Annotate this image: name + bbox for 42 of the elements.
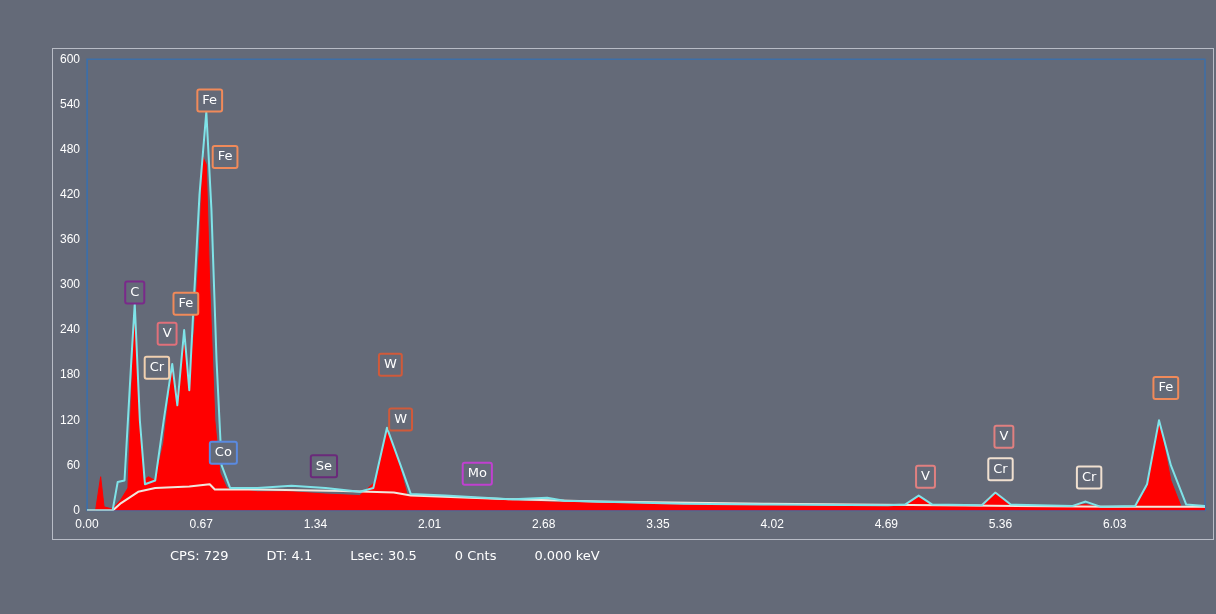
y-tick-label: 540 <box>59 96 81 111</box>
x-tick-label: 3.35 <box>646 517 670 532</box>
annotation: Co <box>214 444 232 460</box>
annotation: C <box>130 283 140 299</box>
annotation: Fe <box>178 295 194 311</box>
y-tick-label: 600 <box>59 51 81 66</box>
x-tick-label: 2.01 <box>417 517 442 532</box>
annotation: Cr <box>993 460 1009 476</box>
x-tick-label: 0.00 <box>75 517 100 532</box>
annotation: W <box>394 410 408 426</box>
y-tick-label: 180 <box>59 367 81 382</box>
annotation: Cr <box>149 359 165 375</box>
text: 0.000 keV <box>534 548 600 563</box>
annotation: Cr <box>1081 468 1097 484</box>
annotation: V <box>999 428 1009 444</box>
text: DT: 4.1 <box>266 548 313 563</box>
y-tick-label: 0 <box>73 502 81 517</box>
annotation: Fe <box>1158 379 1174 395</box>
x-tick-label: 4.02 <box>760 517 785 532</box>
x-tick-label: 0.67 <box>189 517 214 532</box>
annotation: W <box>383 356 397 372</box>
annotation: Se <box>315 457 333 473</box>
annotation: V <box>921 468 931 484</box>
x-tick-label: 2.68 <box>532 517 556 532</box>
annotation: Fe <box>217 148 233 164</box>
y-tick-label: 60 <box>66 457 81 472</box>
y-tick-label: 300 <box>59 277 81 292</box>
text: 0 Cnts <box>454 548 497 563</box>
y-tick-label: 480 <box>59 141 81 156</box>
y-tick-label: 360 <box>59 232 81 247</box>
x-tick-label: 1.34 <box>303 517 328 532</box>
y-tick-label: 240 <box>59 322 81 337</box>
y-tick-label: 120 <box>59 412 81 427</box>
x-tick-label: 4.69 <box>874 517 899 532</box>
annotation: Mo <box>467 465 487 481</box>
text: Lsec: 30.5 <box>350 548 417 563</box>
x-tick-label: 6.03 <box>1103 517 1127 532</box>
text: CPS: 729 <box>170 548 229 563</box>
annotation: Fe <box>202 91 218 107</box>
y-tick-label: 420 <box>59 186 81 201</box>
x-tick-label: 5.36 <box>988 517 1013 532</box>
annotation: V <box>162 325 172 341</box>
